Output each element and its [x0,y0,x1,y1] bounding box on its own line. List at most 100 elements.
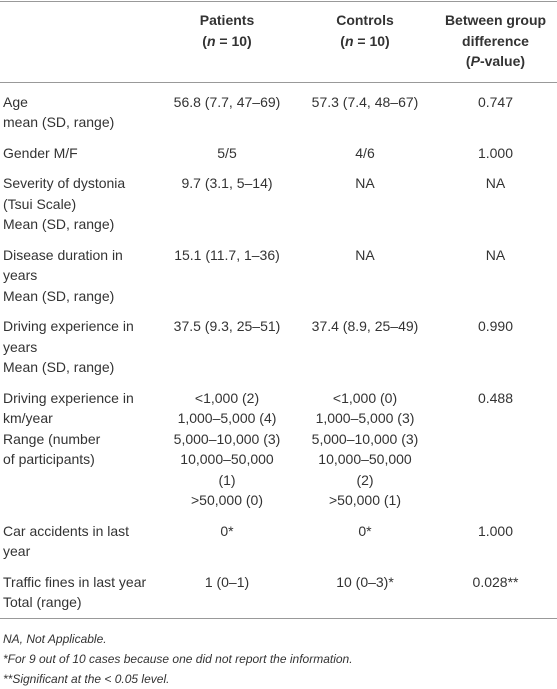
cell-text: <1,000 (2) [194,389,260,406]
label-text: km/year [3,410,53,426]
label-text: Gender M/F [3,144,78,161]
header-cell: Between group difference (P-value) [434,2,557,83]
cell-text: 1,000–5,000 (3) [315,410,415,426]
label-text: Range (number [3,430,101,447]
row-label: Traffic fines in last year Total (range) [0,567,158,619]
cell-text: 0.990 [477,318,514,334]
header-text: Controls [336,12,394,28]
header-text: = 10) [353,32,390,49]
cell: 0.028** [434,567,557,619]
row-label: Age mean (SD, range) [0,82,158,138]
cell: 56.8 (7.7, 47–69) [158,82,296,138]
header-text: ( [340,32,345,49]
cell: 5/5 [158,138,296,169]
cell-text: 5,000–10,000 (3) [173,430,281,447]
header-text: n [344,32,354,49]
cell: 57.3 (7.4, 48–67) [296,82,434,138]
header-text: (n = 10) [162,31,292,52]
cell: 37.5 (9.3, 25–51) [158,311,296,383]
row-label: Gender M/F [0,138,158,169]
cell-text: NA [485,246,506,263]
table-row: Gender M/F 5/5 4/6 1.000 [0,138,557,169]
cell-text: (2) [356,471,374,488]
data-table: Patients (n = 10) Controls (n = 10) Betw… [0,1,557,619]
footnote: *For 9 out of 10 cases because one did n… [3,651,353,666]
header-text: Patients [199,12,255,28]
cell-text: >50,000 (0) [191,492,263,508]
row-label: Car accidents in last year [0,516,158,567]
header-cell: Controls (n = 10) [296,2,434,83]
cell-text: 10,000–50,000 [318,451,412,467]
cell: 9.7 (3.1, 5–14) [158,168,296,240]
cell-text: NA [355,246,375,263]
cell: 0.990 [434,311,557,383]
cell-text: 1,000–5,000 (4) [177,410,277,426]
cell-text: 57.3 (7.4, 48–67) [311,93,419,110]
label-text: Driving experience in [3,318,134,334]
cell-text: 0.747 [477,93,514,110]
row-label: Severity of dystonia (Tsui Scale) Mean (SD… [0,168,158,240]
cell-text: 5/5 [217,144,237,161]
cell: 10 (0–3)* [296,567,434,619]
table-row: Driving experience in years Mean (SD, rang… [0,311,557,383]
cell: 0.747 [434,82,557,138]
row-label: Driving experience in km/year Range (numbe… [0,383,158,516]
cell-text: 1.000 [477,522,514,539]
cell-text: 0.028** [472,573,519,590]
cell: 37.4 (8.9, 25–49) [296,311,434,383]
cell-text: 0* [358,522,372,539]
cell-text: 9.7 (3.1, 5–14) [181,175,273,191]
label-text: year [3,543,31,559]
label-text: Mean (SD, range) [3,359,115,375]
cell: <1,000 (2) 1,000–5,000 (4) 5,000–10,000 (3… [158,383,296,516]
table-row: Traffic fines in last year Total (range) 1… [0,567,557,619]
cell-text: 1.000 [477,144,514,161]
table-row: Severity of dystonia (Tsui Scale) Mean (SD… [0,168,557,240]
table-row: Driving experience in km/year Range (numbe… [0,383,557,516]
header-text: ( [202,32,207,49]
cell: 1.000 [434,516,557,567]
header-text: Between group [444,12,547,28]
cell-text: 56.8 (7.7, 47–69) [173,93,281,110]
cell-text: 10,000–50,000 [180,451,274,467]
cell: 4/6 [296,138,434,169]
table-row: Car accidents in last year 0* 0* 1.000 [0,516,557,567]
header-text: difference [462,32,529,49]
cell-text: NA [355,175,375,191]
cell-text: 0.488 [477,389,514,406]
table-body: Age mean (SD, range) 56.8 (7.7, 47–69) 57.3… [0,82,557,618]
footnotes: NA, Not Applicable. *For 9 out of 10 case… [0,619,557,689]
header-cell: Patients (n = 10) [158,2,296,83]
cell: 1 (0–1) [158,567,296,619]
footnote: NA, Not Applicable. [3,631,107,646]
header-text: n [206,32,216,49]
cell-text: 0* [220,522,234,539]
cell-text: 10 (0–3)* [336,573,394,590]
cell: NA [434,240,557,312]
cell-text: 1 (0–1) [204,573,250,590]
cell-text: 15.1 (11.7, 1–36) [174,246,280,263]
cell-text: 5,000–10,000 (3) [311,430,419,447]
label-text: Total (range) [3,594,82,610]
header-cell [0,2,158,83]
header-text: P [470,53,480,69]
header-text: (P-value) [438,51,553,72]
cell: <1,000 (0) 1,000–5,000 (3) 5,000–10,000 (3… [296,383,434,516]
cell-text: >50,000 (1) [329,492,401,508]
table-header: Patients (n = 10) Controls (n = 10) Betw… [0,1,557,83]
cell: 0.488 [434,383,557,516]
label-text: Age [3,93,28,110]
label-text: of participants) [3,451,95,467]
cell: 0* [158,516,296,567]
label-text: Mean (SD, range) [3,287,115,304]
label-text: mean (SD, range) [3,114,115,130]
label-text: Car accidents in last [3,522,130,539]
label-text: years [3,338,38,355]
row-label: Driving experience in years Mean (SD, rang… [0,311,158,383]
cell: 1.000 [434,138,557,169]
cell: NA [434,168,557,240]
cell: 0* [296,516,434,567]
label-text: Traffic fines in last year [3,573,147,590]
cell-text: 37.5 (9.3, 25–51) [173,318,281,334]
